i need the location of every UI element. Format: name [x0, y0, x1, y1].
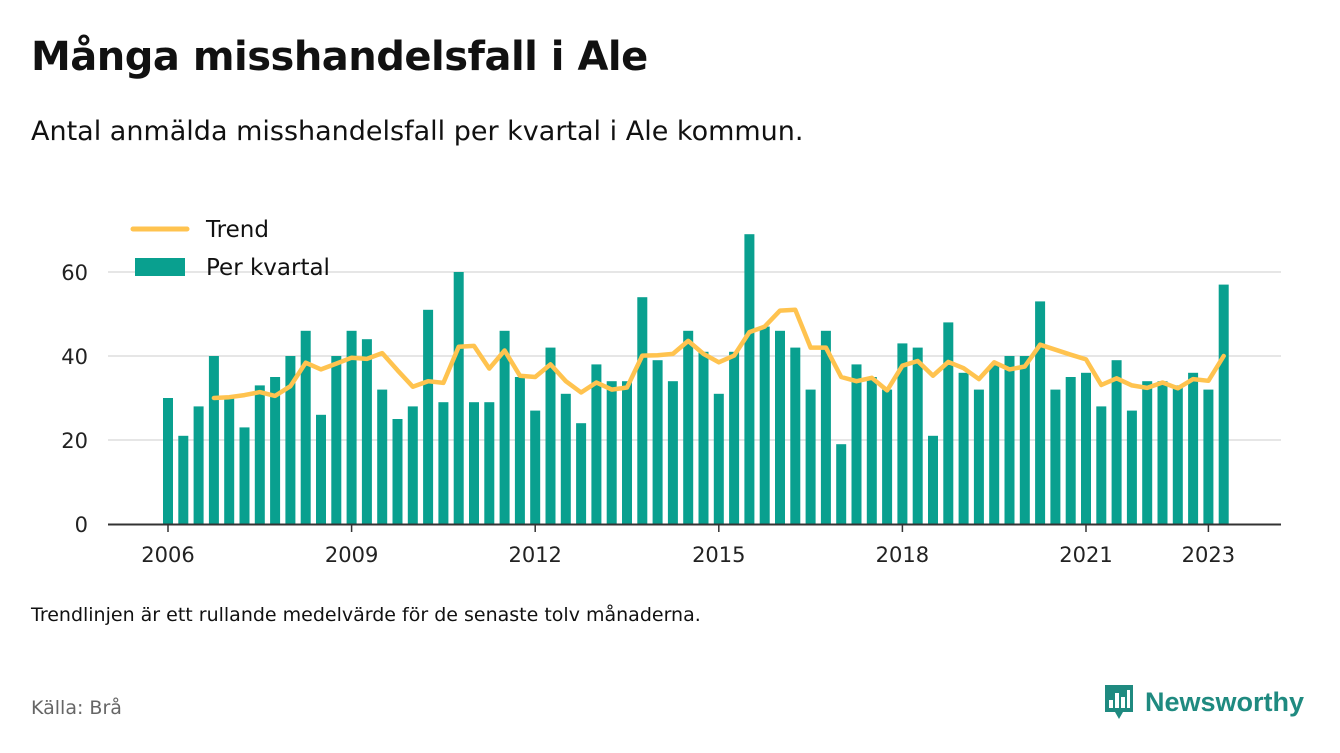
bar [438, 402, 449, 524]
bar [652, 360, 663, 524]
bar [1157, 381, 1168, 524]
newsworthy-chart-icon [1105, 685, 1133, 719]
bar [667, 381, 678, 524]
legend-trend-label: Trend [205, 217, 269, 243]
bar [805, 389, 816, 524]
bar [469, 402, 479, 524]
y-tick-label: 0 [75, 513, 88, 537]
bar [331, 356, 342, 524]
bar [163, 398, 173, 524]
bar [224, 398, 235, 524]
bar [606, 381, 617, 524]
bar [560, 393, 571, 524]
bar [1203, 389, 1214, 524]
bar [866, 377, 877, 524]
bar [637, 297, 648, 524]
bar [622, 381, 632, 524]
bar [744, 234, 755, 524]
bar [1081, 372, 1091, 524]
bar [392, 419, 403, 524]
bar [851, 364, 862, 524]
bar [882, 389, 893, 524]
bar [943, 322, 954, 524]
bar [759, 326, 770, 524]
bar [254, 385, 265, 524]
bar [453, 272, 464, 524]
bar [530, 410, 541, 524]
bar [361, 339, 372, 524]
bar [912, 347, 923, 524]
bar [683, 330, 694, 524]
bar [1172, 385, 1183, 524]
bar [1111, 360, 1122, 524]
bar [193, 406, 204, 524]
y-tick-label: 20 [61, 429, 88, 453]
bar [423, 309, 434, 524]
x-tick-label: 2018 [876, 543, 929, 567]
x-tick-label: 2021 [1059, 543, 1112, 567]
bar [713, 393, 724, 524]
newsworthy-wordmark: Newsworthy [1145, 686, 1305, 717]
chart-area: 0 20 40 60 2006 2009 2012 2015 2018 2021 2023 Tre… [61, 217, 1281, 567]
chart-title: Många misshandelsfall i Ale [31, 34, 648, 80]
bar [1019, 356, 1030, 524]
bar [346, 330, 357, 524]
bar [973, 389, 984, 524]
bar [698, 351, 709, 524]
bar [514, 377, 525, 524]
bar [1065, 377, 1076, 524]
bar [576, 423, 587, 524]
bar [820, 330, 831, 524]
bar [499, 330, 510, 524]
x-tick-label: 2012 [508, 543, 561, 567]
bar [208, 356, 219, 524]
bar [836, 444, 847, 524]
bar [1142, 381, 1153, 524]
x-tick-label: 2023 [1182, 543, 1235, 567]
bar [239, 427, 250, 524]
trend-line [211, 307, 1226, 401]
bar [1035, 301, 1046, 524]
bar [285, 356, 296, 524]
bar [270, 377, 281, 524]
source-label: Källa: Brå [31, 697, 122, 719]
bar [178, 435, 189, 524]
bar [591, 364, 602, 524]
bar [989, 364, 1000, 524]
bar [1188, 372, 1199, 524]
y-tick-label: 40 [61, 345, 88, 369]
bar [1218, 284, 1229, 524]
newsworthy-logo: Newsworthy [1102, 682, 1304, 722]
bar [1050, 389, 1061, 524]
bar [484, 402, 495, 524]
x-tick-label: 2015 [692, 543, 745, 567]
chart-subtitle: Antal anmälda misshandelsfall per kvarta… [31, 116, 804, 147]
legend: Trend Per kvartal [130, 217, 330, 281]
bar [1096, 406, 1107, 524]
x-tick-label: 2009 [325, 543, 378, 567]
bar [928, 435, 938, 524]
bar [407, 406, 418, 524]
bar [897, 343, 908, 524]
bar [790, 347, 801, 524]
bar [1126, 410, 1137, 524]
x-tick-label: 2006 [141, 543, 194, 567]
legend-bar-swatch [135, 258, 185, 276]
bar [300, 330, 311, 524]
bar [316, 414, 326, 524]
y-tick-label: 60 [61, 261, 88, 285]
footnote: Trendlinjen är ett rullande medelvärde f… [31, 604, 701, 626]
bar [377, 389, 388, 524]
bar [775, 330, 785, 524]
bar [958, 372, 969, 524]
bar [1004, 356, 1015, 524]
bar [729, 351, 740, 524]
bar [545, 347, 556, 524]
legend-bar-label: Per kvartal [206, 255, 330, 281]
